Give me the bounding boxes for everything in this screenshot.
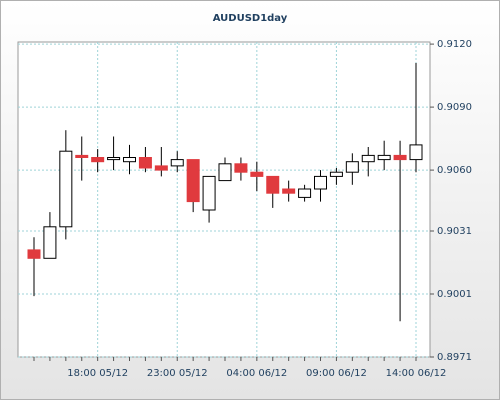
candle-body — [298, 188, 312, 198]
candle-body — [43, 226, 57, 259]
candle-body — [266, 175, 280, 194]
candle-body — [123, 157, 136, 163]
candle-body — [27, 249, 41, 259]
y-tick-label: 0.9120 — [437, 39, 472, 50]
candle-body — [282, 188, 296, 194]
x-tick-label: 18:00 05/12 — [67, 368, 128, 379]
candle-body — [250, 171, 264, 177]
plot-area — [17, 41, 431, 358]
candle-body — [329, 171, 343, 177]
chart-title: AUDUSD1day — [213, 13, 288, 24]
candle-body — [170, 159, 184, 167]
candle-body — [234, 163, 248, 173]
candle-body — [91, 157, 105, 163]
y-tick-label: 0.8971 — [437, 352, 472, 363]
candle-body — [202, 175, 216, 211]
candle-body — [361, 154, 375, 163]
candle-body — [186, 159, 200, 203]
x-tick-label: 14:00 06/12 — [386, 368, 447, 379]
y-tick-label: 0.9090 — [437, 102, 472, 113]
candle-body — [138, 157, 152, 169]
candle-body — [107, 157, 121, 161]
y-tick-label: 0.9031 — [437, 226, 472, 237]
candle-body — [377, 154, 391, 161]
candle-body — [345, 161, 359, 173]
y-tick-label: 0.9060 — [437, 165, 472, 176]
candle-body — [218, 163, 232, 182]
candle-body — [314, 175, 327, 190]
candle-body — [154, 165, 168, 171]
candle-body — [409, 144, 423, 161]
x-tick-label: 23:00 05/12 — [147, 368, 208, 379]
x-tick-label: 04:00 06/12 — [226, 368, 287, 379]
candle-body — [59, 150, 73, 228]
candle-body — [393, 154, 407, 161]
candle-body — [75, 154, 89, 158]
y-tick-label: 0.9001 — [437, 289, 472, 300]
x-tick-label: 09:00 06/12 — [306, 368, 367, 379]
